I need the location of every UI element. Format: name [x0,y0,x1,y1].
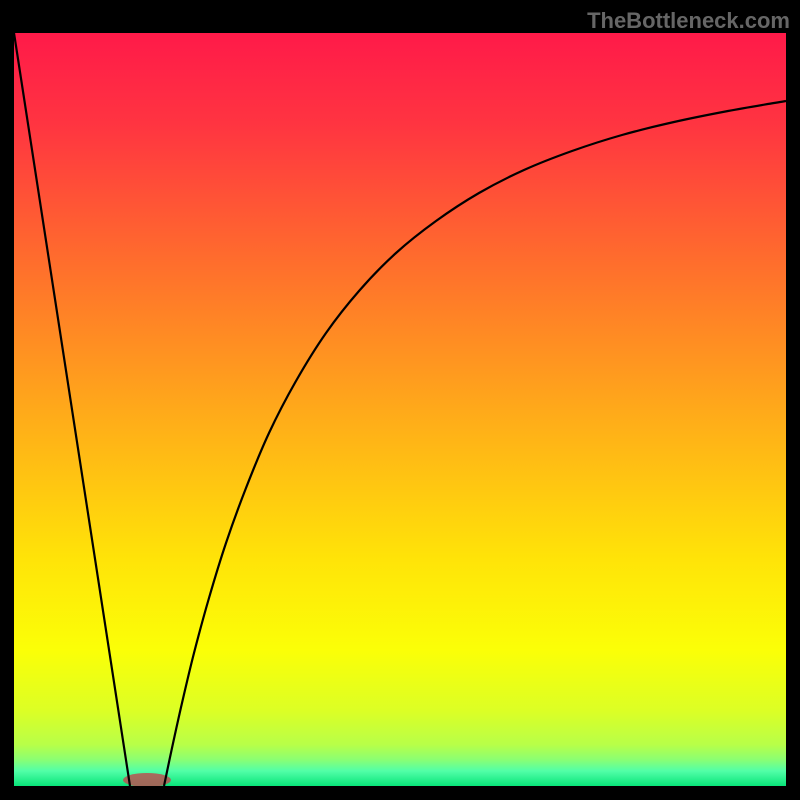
chart-container: TheBottleneck.com [0,0,800,800]
plot-area [14,33,786,786]
gradient-background [14,33,786,786]
watermark-text: TheBottleneck.com [587,8,790,34]
